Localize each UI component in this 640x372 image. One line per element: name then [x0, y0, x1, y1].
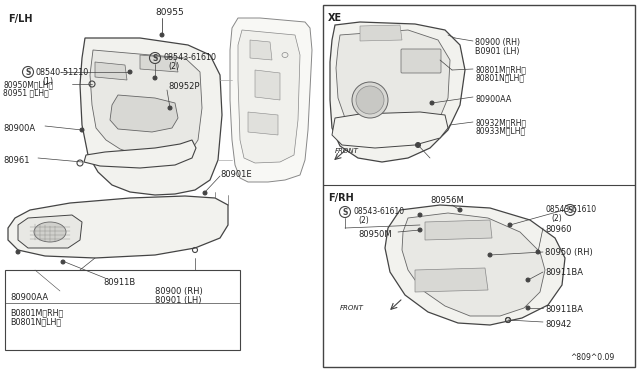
Polygon shape — [385, 205, 565, 325]
Text: 80900AA: 80900AA — [475, 95, 511, 104]
Text: B0801N〈LH〉: B0801N〈LH〉 — [10, 317, 61, 326]
Circle shape — [488, 253, 492, 257]
Circle shape — [536, 250, 540, 254]
Polygon shape — [90, 50, 202, 157]
Text: 80961: 80961 — [3, 156, 29, 165]
Polygon shape — [250, 40, 272, 60]
Polygon shape — [18, 215, 82, 248]
Circle shape — [160, 33, 164, 37]
Text: B0901 (LH): B0901 (LH) — [475, 47, 520, 56]
Polygon shape — [425, 220, 492, 240]
Text: (2): (2) — [358, 216, 369, 225]
Text: 08540-51210: 08540-51210 — [36, 68, 89, 77]
Text: 80900A: 80900A — [3, 124, 35, 133]
Text: 80911BA: 80911BA — [545, 305, 583, 314]
Polygon shape — [110, 95, 178, 132]
Circle shape — [80, 128, 84, 132]
Polygon shape — [330, 22, 465, 162]
Circle shape — [16, 250, 20, 254]
Polygon shape — [332, 112, 448, 148]
Text: (1): (1) — [42, 77, 53, 86]
Polygon shape — [140, 55, 178, 72]
Circle shape — [415, 142, 420, 148]
Text: 80933M〈LH〉: 80933M〈LH〉 — [475, 126, 525, 135]
Circle shape — [458, 208, 462, 212]
Polygon shape — [84, 140, 196, 168]
Text: 80901E: 80901E — [220, 170, 252, 179]
Text: ^809^0.09: ^809^0.09 — [570, 353, 614, 362]
Text: 80911BA: 80911BA — [545, 268, 583, 277]
Circle shape — [526, 306, 530, 310]
Text: 80801N〈LH〉: 80801N〈LH〉 — [475, 73, 524, 82]
Text: S: S — [567, 205, 573, 215]
Text: 08543-61610: 08543-61610 — [545, 205, 596, 214]
Circle shape — [128, 70, 132, 74]
Text: 80960: 80960 — [545, 225, 572, 234]
Text: F/LH: F/LH — [8, 14, 33, 24]
Text: 80951 〈LH〉: 80951 〈LH〉 — [3, 88, 49, 97]
Polygon shape — [238, 30, 300, 163]
Text: 80950M: 80950M — [358, 230, 392, 239]
Text: 08543-61610: 08543-61610 — [353, 207, 404, 216]
Text: 80950M〈LH〉: 80950M〈LH〉 — [3, 80, 53, 89]
Text: 80900 (RH): 80900 (RH) — [475, 38, 520, 47]
Polygon shape — [336, 30, 450, 142]
Text: F/RH: F/RH — [328, 193, 354, 203]
Polygon shape — [402, 213, 545, 316]
Circle shape — [352, 82, 388, 118]
Polygon shape — [255, 70, 280, 100]
Text: (2): (2) — [551, 214, 562, 223]
Circle shape — [203, 191, 207, 195]
Polygon shape — [80, 38, 222, 195]
Circle shape — [508, 223, 512, 227]
Bar — [323, 5, 635, 367]
Text: 80950 (RH): 80950 (RH) — [545, 248, 593, 257]
Polygon shape — [95, 62, 127, 80]
Circle shape — [418, 213, 422, 217]
Circle shape — [356, 86, 384, 114]
Polygon shape — [248, 112, 278, 135]
Text: (2): (2) — [168, 62, 179, 71]
Circle shape — [153, 76, 157, 80]
Polygon shape — [230, 18, 312, 182]
Polygon shape — [8, 196, 228, 258]
Text: B0801M〈RH〉: B0801M〈RH〉 — [10, 308, 63, 317]
Circle shape — [168, 106, 172, 110]
Text: 80900AA: 80900AA — [10, 293, 48, 302]
Text: S: S — [152, 54, 157, 62]
Text: S: S — [26, 67, 31, 77]
Circle shape — [418, 228, 422, 232]
Polygon shape — [415, 268, 488, 292]
Bar — [5, 270, 240, 350]
Text: 80911B: 80911B — [104, 278, 136, 287]
Text: S: S — [342, 208, 348, 217]
Circle shape — [61, 260, 65, 264]
Text: 80952P: 80952P — [168, 82, 200, 91]
Text: FRONT: FRONT — [335, 148, 359, 154]
Text: 80801M〈RH〉: 80801M〈RH〉 — [475, 65, 526, 74]
Text: XE: XE — [328, 13, 342, 23]
Ellipse shape — [34, 222, 66, 242]
Text: 80932M〈RH〉: 80932M〈RH〉 — [475, 118, 526, 127]
Text: 80942: 80942 — [545, 320, 572, 329]
Text: 80901 (LH): 80901 (LH) — [155, 296, 202, 305]
FancyBboxPatch shape — [401, 49, 441, 73]
Text: 80955: 80955 — [155, 8, 184, 17]
Text: FRONT: FRONT — [340, 305, 364, 311]
Polygon shape — [360, 25, 402, 41]
Text: 08543-61610: 08543-61610 — [163, 53, 216, 62]
Circle shape — [430, 101, 434, 105]
Text: 80956M: 80956M — [430, 196, 464, 205]
Circle shape — [526, 278, 530, 282]
Text: 80900 (RH): 80900 (RH) — [155, 287, 203, 296]
